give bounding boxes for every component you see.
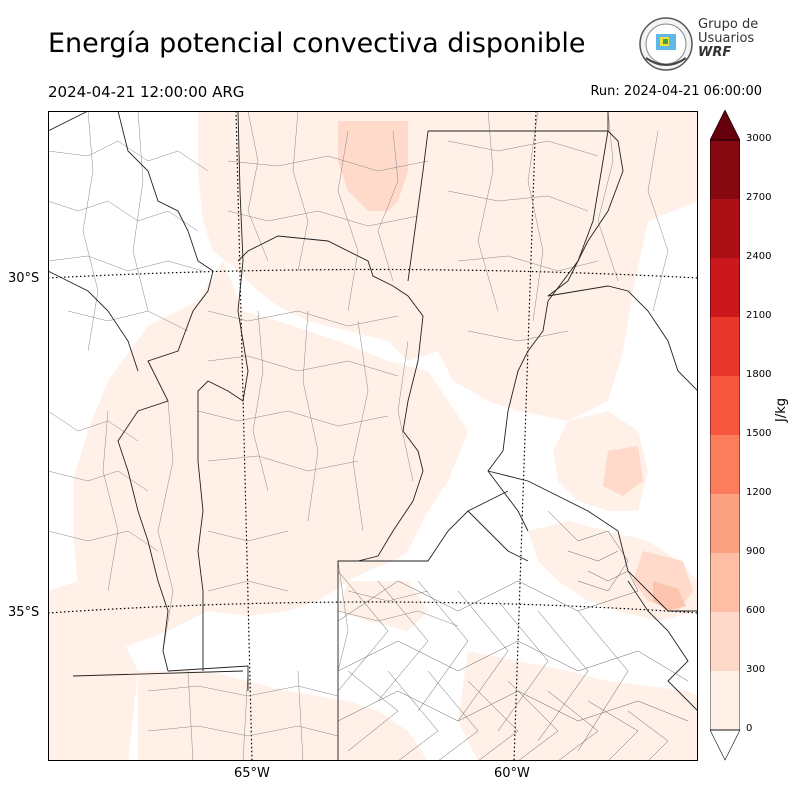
- colorbar-segment: [710, 435, 740, 494]
- colorbar-under-triangle: [710, 729, 740, 761]
- colorbar-tick-label: 3000: [746, 133, 772, 144]
- parallel-30S: [48, 268, 698, 279]
- lon-label-60W: 60°W: [494, 766, 530, 781]
- colorbar-segments: [710, 140, 740, 730]
- colorbar-frame: [710, 139, 740, 731]
- colorbar-segment: [710, 553, 740, 612]
- cape-map: [48, 111, 698, 761]
- lat-label-30S: 30°S: [8, 271, 40, 286]
- colorbar-segment: [710, 258, 740, 317]
- colorbar-segment: [710, 140, 740, 199]
- colorbar-tick-label: 1200: [746, 487, 772, 498]
- meridian-60W: [513, 111, 537, 761]
- colorbar-tick-label: 1500: [746, 428, 772, 439]
- colorbar-tick-label: 2700: [746, 192, 772, 203]
- run-time: Run: 2024-04-21 06:00:00: [590, 84, 762, 99]
- parallel-35S: [48, 601, 698, 614]
- colorbar-tick-label: 2100: [746, 310, 772, 321]
- boundary-andes: [117, 111, 214, 672]
- globe-seal-icon: [639, 17, 693, 71]
- colorbar-segment: [710, 199, 740, 258]
- colorbar-segment: [710, 376, 740, 435]
- colorbar: [710, 110, 740, 761]
- logo-line-3: WRF: [698, 45, 732, 60]
- map-title: Energía potencial convectiva disponible: [48, 28, 586, 59]
- colorbar-tick-label: 300: [746, 664, 766, 675]
- colorbar-tick-label: 900: [746, 546, 766, 557]
- colorbar-segment: [710, 494, 740, 553]
- boundary-chile-north: [48, 111, 89, 132]
- colorbar-tick-label: 0: [746, 723, 753, 734]
- logo-line-1: Grupo de: [698, 17, 759, 32]
- logo-text: Grupo de Usuarios WRF: [698, 18, 758, 60]
- group-logo: Grupo de Usuarios WRF: [638, 16, 758, 74]
- province-boundaries: [48, 111, 698, 761]
- map-frame: [48, 111, 698, 761]
- colorbar-segment: [710, 612, 740, 671]
- meridian-65W: [235, 111, 253, 761]
- colorbar-tick-label: 1800: [746, 369, 772, 380]
- logo-line-2: Usuarios: [698, 31, 755, 46]
- colorbar-segment: [710, 317, 740, 376]
- colorbar-over-triangle: [710, 110, 740, 141]
- cape-field-high: [653, 581, 686, 611]
- department-boundaries: [48, 111, 669, 761]
- colorbar-segment: [710, 671, 740, 730]
- colorbar-unit: J/kg: [774, 398, 789, 422]
- colorbar-tick-label: 2400: [746, 251, 772, 262]
- colorbar-tick-label: 600: [746, 605, 766, 616]
- valid-time: 2024-04-21 12:00:00 ARG: [48, 83, 245, 101]
- buenos-aires-partidos: [337, 510, 689, 761]
- graticule: [48, 111, 698, 761]
- lon-label-65W: 65°W: [234, 766, 270, 781]
- lat-label-35S: 35°S: [8, 605, 40, 620]
- cape-field-low: [48, 111, 698, 761]
